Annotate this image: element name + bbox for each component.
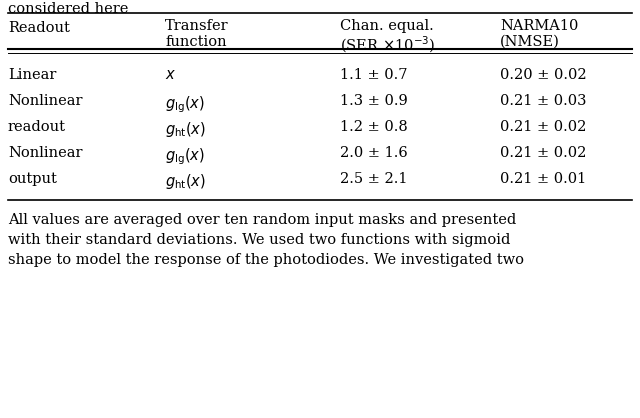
Text: Nonlinear: Nonlinear [8, 94, 83, 108]
Text: 0.21 ± 0.01: 0.21 ± 0.01 [500, 172, 586, 186]
Text: $x$: $x$ [165, 68, 176, 82]
Text: $g_{\mathrm{ht}}(x)$: $g_{\mathrm{ht}}(x)$ [165, 120, 206, 139]
Text: Linear: Linear [8, 68, 56, 82]
Text: readout: readout [8, 120, 66, 134]
Text: 2.0 ± 1.6: 2.0 ± 1.6 [340, 146, 408, 160]
Text: $g_{\mathrm{ht}}(x)$: $g_{\mathrm{ht}}(x)$ [165, 172, 206, 191]
Text: 1.2 ± 0.8: 1.2 ± 0.8 [340, 120, 408, 134]
Text: 0.21 ± 0.02: 0.21 ± 0.02 [500, 146, 586, 160]
Text: (NMSE): (NMSE) [500, 35, 560, 49]
Text: Chan. equal.: Chan. equal. [340, 19, 434, 33]
Text: 0.21 ± 0.03: 0.21 ± 0.03 [500, 94, 586, 108]
Text: output: output [8, 172, 57, 186]
Text: Transfer: Transfer [165, 19, 228, 33]
Text: 1.1 ± 0.7: 1.1 ± 0.7 [340, 68, 408, 82]
Text: 0.20 ± 0.02: 0.20 ± 0.02 [500, 68, 587, 82]
Text: 2.5 ± 2.1: 2.5 ± 2.1 [340, 172, 408, 186]
Text: $g_{\mathrm{lg}}(x)$: $g_{\mathrm{lg}}(x)$ [165, 94, 205, 115]
Text: 1.3 ± 0.9: 1.3 ± 0.9 [340, 94, 408, 108]
Text: All values are averaged over ten random input masks and presented
with their sta: All values are averaged over ten random … [8, 213, 524, 267]
Text: function: function [165, 35, 227, 49]
Text: Readout: Readout [8, 21, 70, 35]
Text: 0.21 ± 0.02: 0.21 ± 0.02 [500, 120, 586, 134]
Text: Nonlinear: Nonlinear [8, 146, 83, 160]
Text: NARMA10: NARMA10 [500, 19, 579, 33]
Text: (SER $\times$10$^{-3}$): (SER $\times$10$^{-3}$) [340, 35, 435, 56]
Text: $g_{\mathrm{lg}}(x)$: $g_{\mathrm{lg}}(x)$ [165, 146, 205, 167]
Text: considered here: considered here [8, 2, 129, 16]
